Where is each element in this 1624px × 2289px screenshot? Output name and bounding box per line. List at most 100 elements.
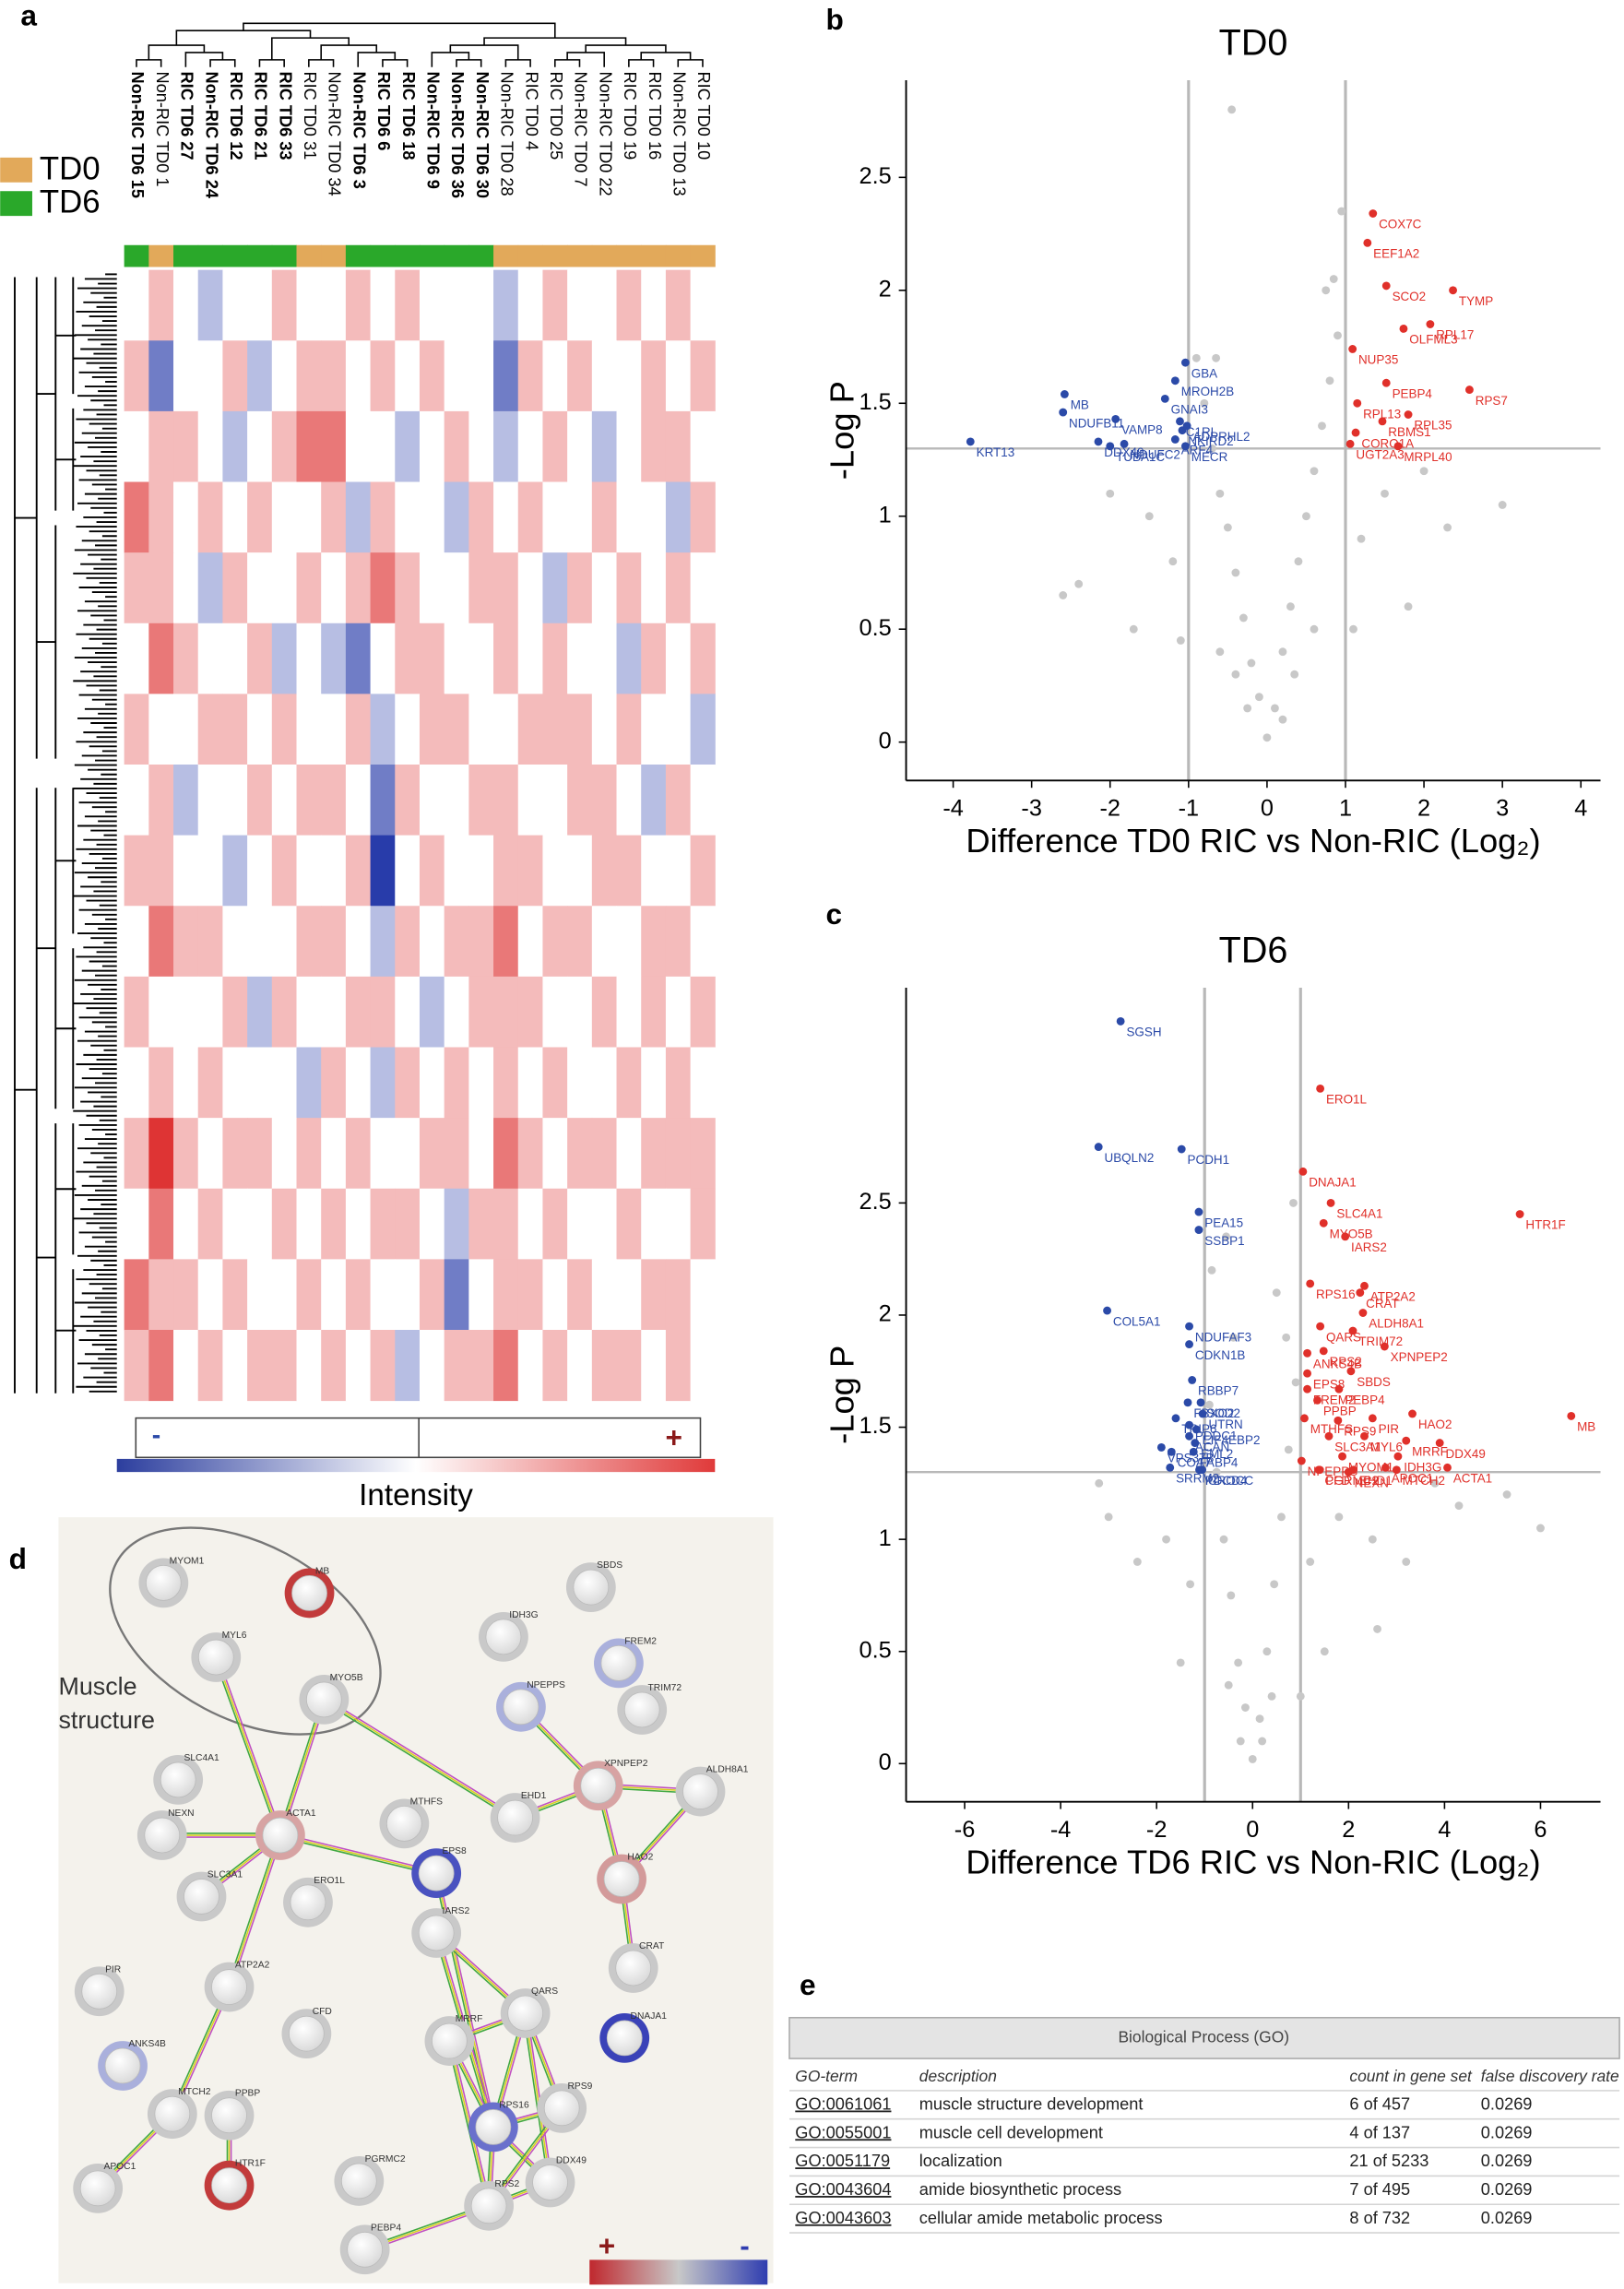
x-tick-label: 6 [1534, 1817, 1547, 1843]
point-label: RPS16 [1316, 1287, 1356, 1301]
heatmap-cell [370, 694, 396, 765]
heatmap-cell [222, 1188, 248, 1260]
heatmap-cell [321, 976, 347, 1048]
point-label: CDKN1B [1195, 1348, 1246, 1362]
node [432, 2022, 468, 2059]
heatmap-cell [567, 765, 593, 836]
heatmap-cell [124, 552, 149, 624]
heatmap-cell [321, 694, 347, 765]
heatmap-cell [517, 410, 543, 482]
point [1262, 1647, 1272, 1656]
point [1404, 410, 1413, 419]
node-label: MYL6 [222, 1631, 247, 1641]
heatmap-cell [173, 765, 199, 836]
point-label: DDX49 [1446, 1447, 1486, 1461]
heatmap-cell [419, 1118, 445, 1190]
point-label: RPS7 [1476, 394, 1508, 408]
legend-label: TD0 [40, 150, 101, 186]
heatmap-cell [148, 906, 174, 978]
heatmap-cell [247, 694, 273, 765]
heatmap-cell [468, 1118, 494, 1190]
heatmap-cell [419, 1047, 445, 1119]
heatmap-cell [247, 1259, 273, 1331]
heatmap-cell [444, 976, 469, 1048]
heatmap-cell [468, 1047, 494, 1119]
point-label: HAO2 [1418, 1417, 1452, 1431]
heatmap-cell [567, 269, 593, 341]
point [1277, 1512, 1286, 1522]
point-label: MYOM1 [1348, 1460, 1393, 1474]
heatmap-cell [419, 1259, 445, 1331]
heatmap-cell [493, 694, 519, 765]
point [1247, 658, 1256, 668]
group-bar [542, 244, 568, 267]
node-label: XPNPEP2 [604, 1759, 648, 1769]
group-bar [271, 244, 297, 267]
heatmap-cell [395, 765, 421, 836]
heatmap-cell [468, 481, 494, 553]
heatmap-cell [616, 906, 642, 978]
heatmap-cell [124, 623, 149, 694]
point [1191, 1425, 1201, 1434]
point [1345, 439, 1355, 448]
heatmap-cell [493, 1259, 519, 1331]
heatmap-cell [395, 976, 421, 1048]
network-edge [323, 1699, 516, 1819]
heatmap-cell [271, 694, 297, 765]
node [507, 1995, 544, 2032]
heatmap-cell [444, 623, 469, 694]
heatmap-cell [690, 765, 716, 836]
node [503, 1689, 539, 1726]
heatmap-cell [517, 1188, 543, 1260]
point-label: PIR [1379, 1422, 1400, 1436]
heatmap-cell [591, 694, 618, 765]
table-cell: GO:0055001 [795, 2123, 891, 2141]
heatmap-cell [493, 1330, 519, 1402]
dendrogram [382, 59, 409, 67]
heatmap-cell [591, 835, 618, 907]
heatmap-cell [148, 1330, 174, 1402]
heatmap-cell [444, 906, 469, 978]
point [1381, 489, 1389, 498]
heatmap-cell [148, 340, 174, 412]
heatmap-cell [542, 1188, 568, 1260]
point-label: MTHFS [1310, 1422, 1353, 1436]
column-label: Non-RIC TD0 34 [326, 72, 344, 196]
group-bar [222, 244, 248, 267]
point [1369, 209, 1378, 218]
heatmap-cell [690, 835, 716, 907]
point [1316, 1084, 1325, 1093]
heatmap-cell [493, 269, 519, 341]
group-bar [345, 244, 372, 267]
point [1337, 207, 1346, 216]
point [1248, 1755, 1257, 1763]
node [682, 1773, 718, 1809]
column-label: RIC TD0 19 [621, 72, 639, 160]
heatmap-cell [567, 976, 593, 1048]
table-cell: 0.0269 [1481, 2180, 1533, 2199]
dendrogram [640, 52, 692, 60]
network-edge [280, 1832, 437, 1872]
heatmap-cell [493, 623, 519, 694]
table-cell: GO:0051179 [795, 2152, 890, 2170]
column-header: false discovery rate [1481, 2067, 1619, 2085]
point [1182, 421, 1191, 431]
node-label: ANKS4B [128, 2039, 166, 2049]
heatmap-cell [419, 976, 445, 1048]
heatmap-cell [296, 906, 322, 978]
point-label: ALDH8A1 [1369, 1317, 1424, 1331]
x-tick-label: -2 [1099, 796, 1120, 822]
heatmap-cell [419, 340, 445, 412]
heatmap-cell [591, 340, 618, 412]
table-cell: 6 of 457 [1349, 2094, 1410, 2113]
point [1189, 1447, 1198, 1456]
heatmap-cell [370, 1330, 396, 1402]
point [1194, 1226, 1203, 1234]
point [1171, 1414, 1180, 1423]
heatmap-cell [690, 976, 716, 1048]
heatmap-cell [542, 410, 568, 482]
point [1360, 1431, 1369, 1441]
heatmap-cell [517, 976, 543, 1048]
x-tick-label: 1 [1339, 796, 1352, 822]
